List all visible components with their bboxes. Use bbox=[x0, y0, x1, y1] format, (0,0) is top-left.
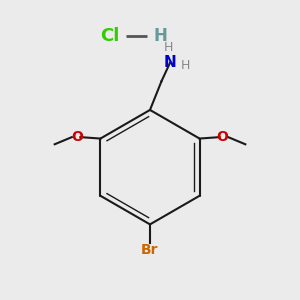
Text: H: H bbox=[181, 59, 190, 72]
Text: Br: Br bbox=[141, 243, 159, 257]
Text: H: H bbox=[153, 27, 167, 45]
Text: Cl: Cl bbox=[100, 27, 120, 45]
Text: N: N bbox=[164, 55, 176, 70]
Text: O: O bbox=[217, 130, 228, 144]
Text: O: O bbox=[72, 130, 83, 144]
Text: H: H bbox=[164, 40, 173, 53]
